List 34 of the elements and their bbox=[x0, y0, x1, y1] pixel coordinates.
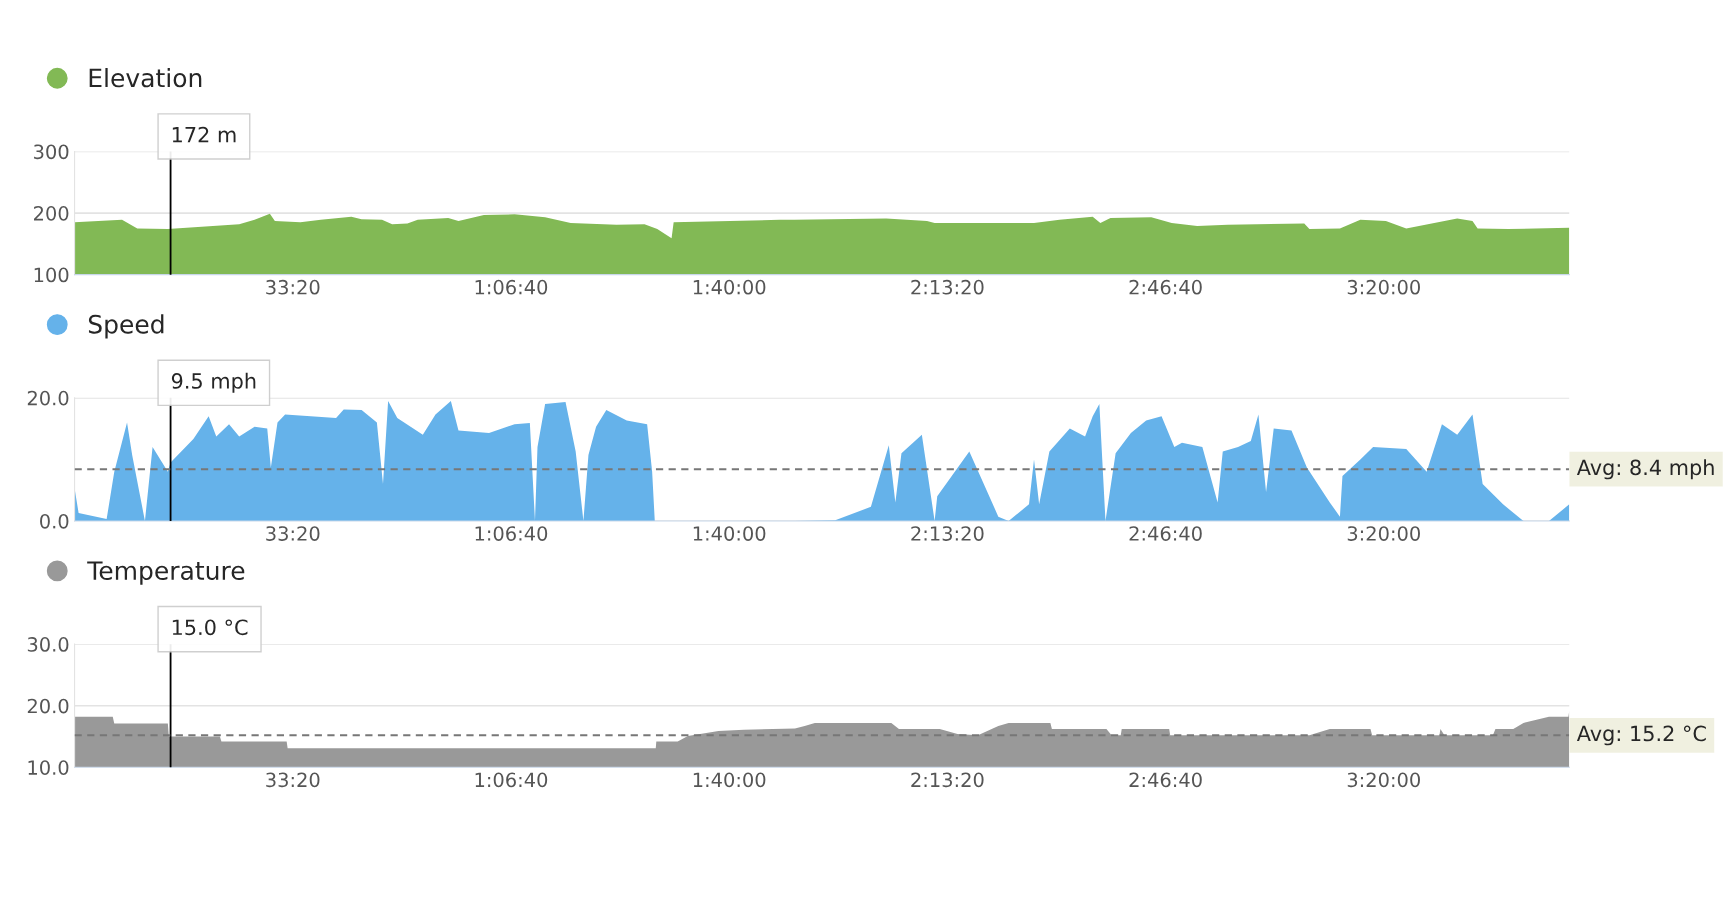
x-tick-label: 3:20:00 bbox=[1347, 526, 1420, 541]
x-tick-label: 1:40:00 bbox=[693, 772, 766, 788]
x-tick-label: 33:20 bbox=[266, 772, 320, 788]
text: 9.5 mph bbox=[171, 372, 256, 393]
x-tick-label: 1:06:40 bbox=[475, 526, 548, 541]
x-tick-label: 2:46:40 bbox=[1129, 772, 1202, 788]
ref-line-label: Avg: 15.2 °C bbox=[1576, 725, 1706, 746]
x-tick-label: 1:40:00 bbox=[693, 526, 766, 541]
x-tick-label: 2:13:20 bbox=[911, 526, 984, 541]
x-tick-label: 1:06:40 bbox=[475, 279, 548, 295]
y-tick-label: 0.0 bbox=[40, 513, 69, 529]
x-tick-label: 2:13:20 bbox=[911, 772, 984, 788]
y-tick-label: 100 bbox=[34, 267, 69, 283]
x-tick-label: 1:06:40 bbox=[475, 772, 548, 788]
y-tick-label: 20.0 bbox=[27, 390, 69, 406]
legend-label: Temperature bbox=[87, 561, 245, 585]
text: 15.0 °C bbox=[172, 619, 248, 636]
y-tick-label: 30.0 bbox=[27, 637, 69, 652]
x-tick-label: 2:46:40 bbox=[1129, 279, 1202, 295]
legend-label: Speed bbox=[88, 314, 164, 339]
ref-line-label: Avg: 8.4 mph bbox=[1576, 459, 1714, 480]
text: 172 m bbox=[172, 126, 236, 143]
x-tick-label: 33:20 bbox=[266, 526, 320, 541]
y-tick-label: 300 bbox=[34, 144, 69, 160]
x-tick-label: 2:13:20 bbox=[911, 279, 984, 295]
y-tick-label: 20.0 bbox=[27, 698, 69, 714]
x-tick-label: 3:20:00 bbox=[1347, 279, 1420, 295]
y-tick-label: 200 bbox=[34, 206, 69, 221]
y-tick-label: 10.0 bbox=[28, 760, 69, 775]
x-tick-label: 2:46:40 bbox=[1129, 526, 1202, 541]
x-tick-label: 33:20 bbox=[266, 279, 320, 295]
x-tick-label: 3:20:00 bbox=[1347, 772, 1420, 788]
x-tick-label: 1:40:00 bbox=[693, 279, 766, 295]
legend-label: Elevation bbox=[89, 68, 202, 88]
